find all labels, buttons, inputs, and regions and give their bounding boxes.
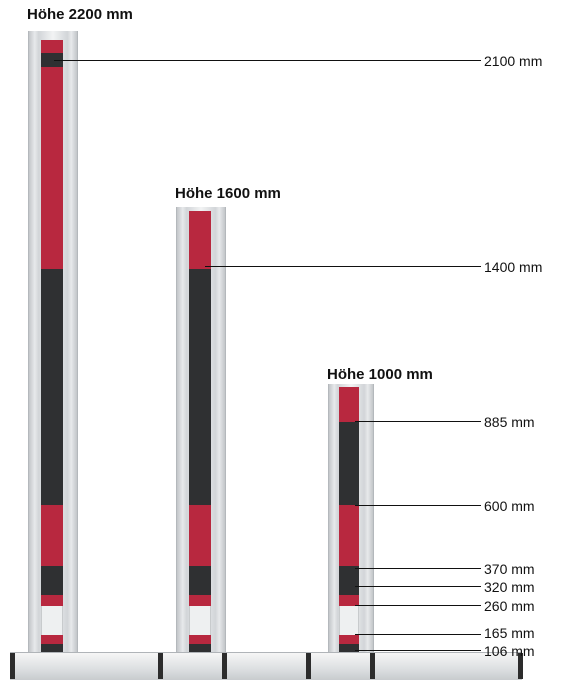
segment-red <box>189 211 211 269</box>
segment-red <box>41 67 63 269</box>
marker-label-260: 260 mm <box>484 598 535 614</box>
marker-label-600: 600 mm <box>484 498 535 514</box>
segment-gap <box>339 606 359 635</box>
segment-black <box>41 269 63 505</box>
marker-label-106: 106 mm <box>484 643 535 659</box>
marker-label-370: 370 mm <box>484 561 535 577</box>
segment-red <box>41 505 63 566</box>
segment-red <box>189 635 211 644</box>
segment-black <box>189 566 211 595</box>
marker-label-320: 320 mm <box>484 579 535 595</box>
column-title-1000: Höhe 1000 mm <box>327 366 433 383</box>
marker-label-2100: 2100 mm <box>484 53 543 69</box>
segment-black <box>339 566 359 595</box>
segment-red <box>41 635 63 644</box>
base-foot <box>222 653 227 679</box>
base-foot <box>370 653 375 679</box>
segment-red <box>41 595 63 606</box>
segment-red <box>41 40 63 53</box>
segment-red <box>339 595 359 606</box>
marker-label-1400: 1400 mm <box>484 259 543 275</box>
column-title-2200: Höhe 2200 mm <box>27 6 133 23</box>
segment-black <box>189 269 211 505</box>
marking-strip <box>339 384 359 667</box>
segment-red <box>339 635 359 644</box>
segment-gap <box>189 606 211 635</box>
base-foot <box>518 653 523 679</box>
segment-red <box>339 505 359 566</box>
base-foot <box>306 653 311 679</box>
segment-gap <box>41 606 63 635</box>
marker-label-885: 885 mm <box>484 414 535 430</box>
column-title-1600: Höhe 1600 mm <box>175 185 281 202</box>
segment-red <box>339 387 359 422</box>
marker-label-165: 165 mm <box>484 625 535 641</box>
segment-black <box>41 53 63 67</box>
column-base <box>306 652 522 680</box>
segment-red <box>189 595 211 606</box>
base-foot <box>10 653 15 679</box>
base-foot <box>158 653 163 679</box>
segment-black <box>41 566 63 595</box>
column-1000 <box>328 384 374 667</box>
segment-red <box>189 505 211 566</box>
segment-black <box>339 422 359 505</box>
